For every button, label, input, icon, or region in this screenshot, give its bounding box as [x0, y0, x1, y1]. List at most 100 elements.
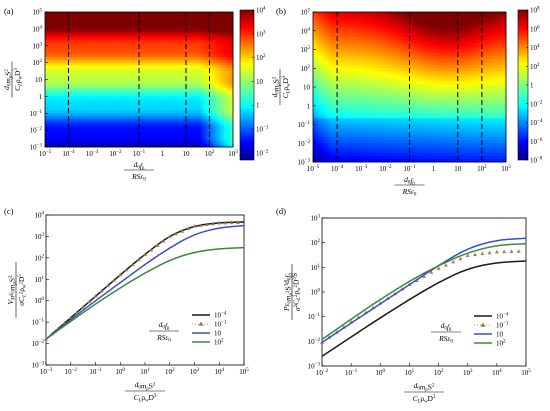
heatmap-cell: [68, 23, 72, 27]
heatmap-cell: [106, 26, 111, 30]
heatmap-cell: [188, 20, 193, 24]
heatmap-cell: [391, 158, 395, 163]
heatmap-cell: [83, 104, 87, 109]
heatmap-cell: [133, 96, 137, 100]
heatmap-cell: [171, 99, 175, 103]
heatmap-cell: [200, 37, 205, 41]
heatmap-cell: [100, 40, 105, 44]
heatmap-cell: [328, 140, 332, 144]
heatmap-cell: [418, 152, 422, 157]
heatmap-cell: [112, 87, 116, 92]
heatmap-cell: [418, 140, 422, 144]
heatmap-cell: [203, 127, 207, 131]
heatmap-cell: [352, 77, 356, 82]
heatmap-cell: [358, 12, 362, 16]
heatmap-cell: [358, 80, 362, 85]
heatmap-cell: [186, 42, 190, 47]
heatmap-cell: [144, 99, 149, 103]
heatmap-cell: [200, 127, 205, 131]
heatmap-cell: [94, 90, 99, 94]
heatmap-cell: [62, 12, 66, 16]
heatmap-cell: [221, 104, 225, 109]
heatmap-cell: [177, 26, 181, 30]
heatmap-cell: [103, 76, 108, 80]
heatmap-cell: [47, 141, 52, 145]
heatmap-cell: [121, 121, 125, 125]
heatmap-cell: [59, 42, 64, 47]
heatmap-cell: [86, 107, 90, 111]
heatmap-cell: [45, 59, 49, 64]
heatmap-cell: [68, 12, 72, 16]
heatmap-cell: [106, 73, 111, 78]
heatmap-cell: [147, 76, 152, 80]
heatmap-cell: [62, 62, 66, 66]
heatmap-cell: [367, 83, 371, 88]
heatmap-cell: [200, 62, 205, 66]
heatmap-cell: [373, 58, 377, 63]
heatmap-cell: [361, 68, 365, 72]
heatmap-cell: [376, 127, 380, 132]
heatmap-cell: [168, 48, 172, 52]
heatmap-cell: [194, 87, 199, 92]
heatmap-cell: [194, 96, 199, 100]
heatmap-cell: [397, 12, 401, 16]
heatmap-cell: [53, 54, 58, 58]
heatmap-cell: [319, 130, 323, 135]
heatmap-cell: [153, 141, 158, 145]
heatmap-cell: [221, 28, 225, 33]
heatmap-cell: [412, 124, 416, 129]
heatmap-cell: [100, 31, 105, 35]
heatmap-cell: [112, 104, 116, 109]
heatmap-cell: [355, 27, 359, 32]
heatmap-cell: [186, 107, 190, 111]
heatmap-cell: [203, 76, 207, 80]
heatmap-cell: [394, 74, 398, 79]
heatmap-cell: [56, 124, 61, 128]
heatmap-cell: [325, 15, 329, 19]
heatmap-cell: [355, 105, 359, 110]
heatmap-cell: [200, 71, 205, 75]
heatmap-cell: [74, 135, 78, 139]
heatmap-cell: [118, 90, 122, 94]
heatmap-cell: [313, 55, 317, 60]
heatmap-cell: [319, 105, 323, 110]
heatmap-cell: [139, 31, 143, 35]
heatmap-cell: [80, 121, 84, 125]
heatmap-cell: [100, 34, 105, 38]
heatmap-cell: [203, 141, 207, 145]
heatmap-cell: [224, 65, 228, 69]
heatmap-cell: [47, 62, 52, 66]
heatmap-cell: [355, 149, 359, 154]
heatmap-cell: [316, 83, 320, 88]
heatmap-cell: [331, 146, 335, 150]
heatmap-cell: [349, 124, 353, 129]
heatmap-cell: [379, 43, 383, 47]
heatmap-cell: [364, 130, 368, 135]
heatmap-cell: [183, 144, 187, 148]
heatmap-cell: [397, 121, 401, 125]
heatmap-cell: [343, 152, 347, 157]
heatmap-cell: [313, 124, 317, 129]
heatmap-cell: [215, 107, 219, 111]
heatmap-cell: [343, 121, 347, 125]
heatmap-cell: [59, 45, 64, 49]
heatmap-cell: [382, 80, 386, 85]
heatmap-cell: [47, 99, 52, 103]
heatmap-cell: [50, 71, 55, 75]
heatmap-cell: [403, 124, 407, 129]
heatmap-cell: [328, 90, 332, 94]
heatmap-cell: [56, 130, 61, 134]
heatmap-cell: [313, 24, 317, 29]
heatmap-cell: [316, 43, 320, 47]
heatmap-cell: [45, 124, 49, 128]
heatmap-cell: [165, 141, 169, 145]
heatmap-cell: [394, 152, 398, 157]
heatmap-cell: [424, 152, 428, 157]
heatmap-cell: [379, 149, 383, 154]
heatmap-cell: [424, 96, 428, 100]
heatmap-cell: [168, 138, 172, 142]
heatmap-cell: [215, 82, 219, 86]
heatmap-cell: [352, 93, 356, 97]
heatmap-cell: [388, 90, 392, 94]
heatmap-cell: [212, 20, 216, 24]
